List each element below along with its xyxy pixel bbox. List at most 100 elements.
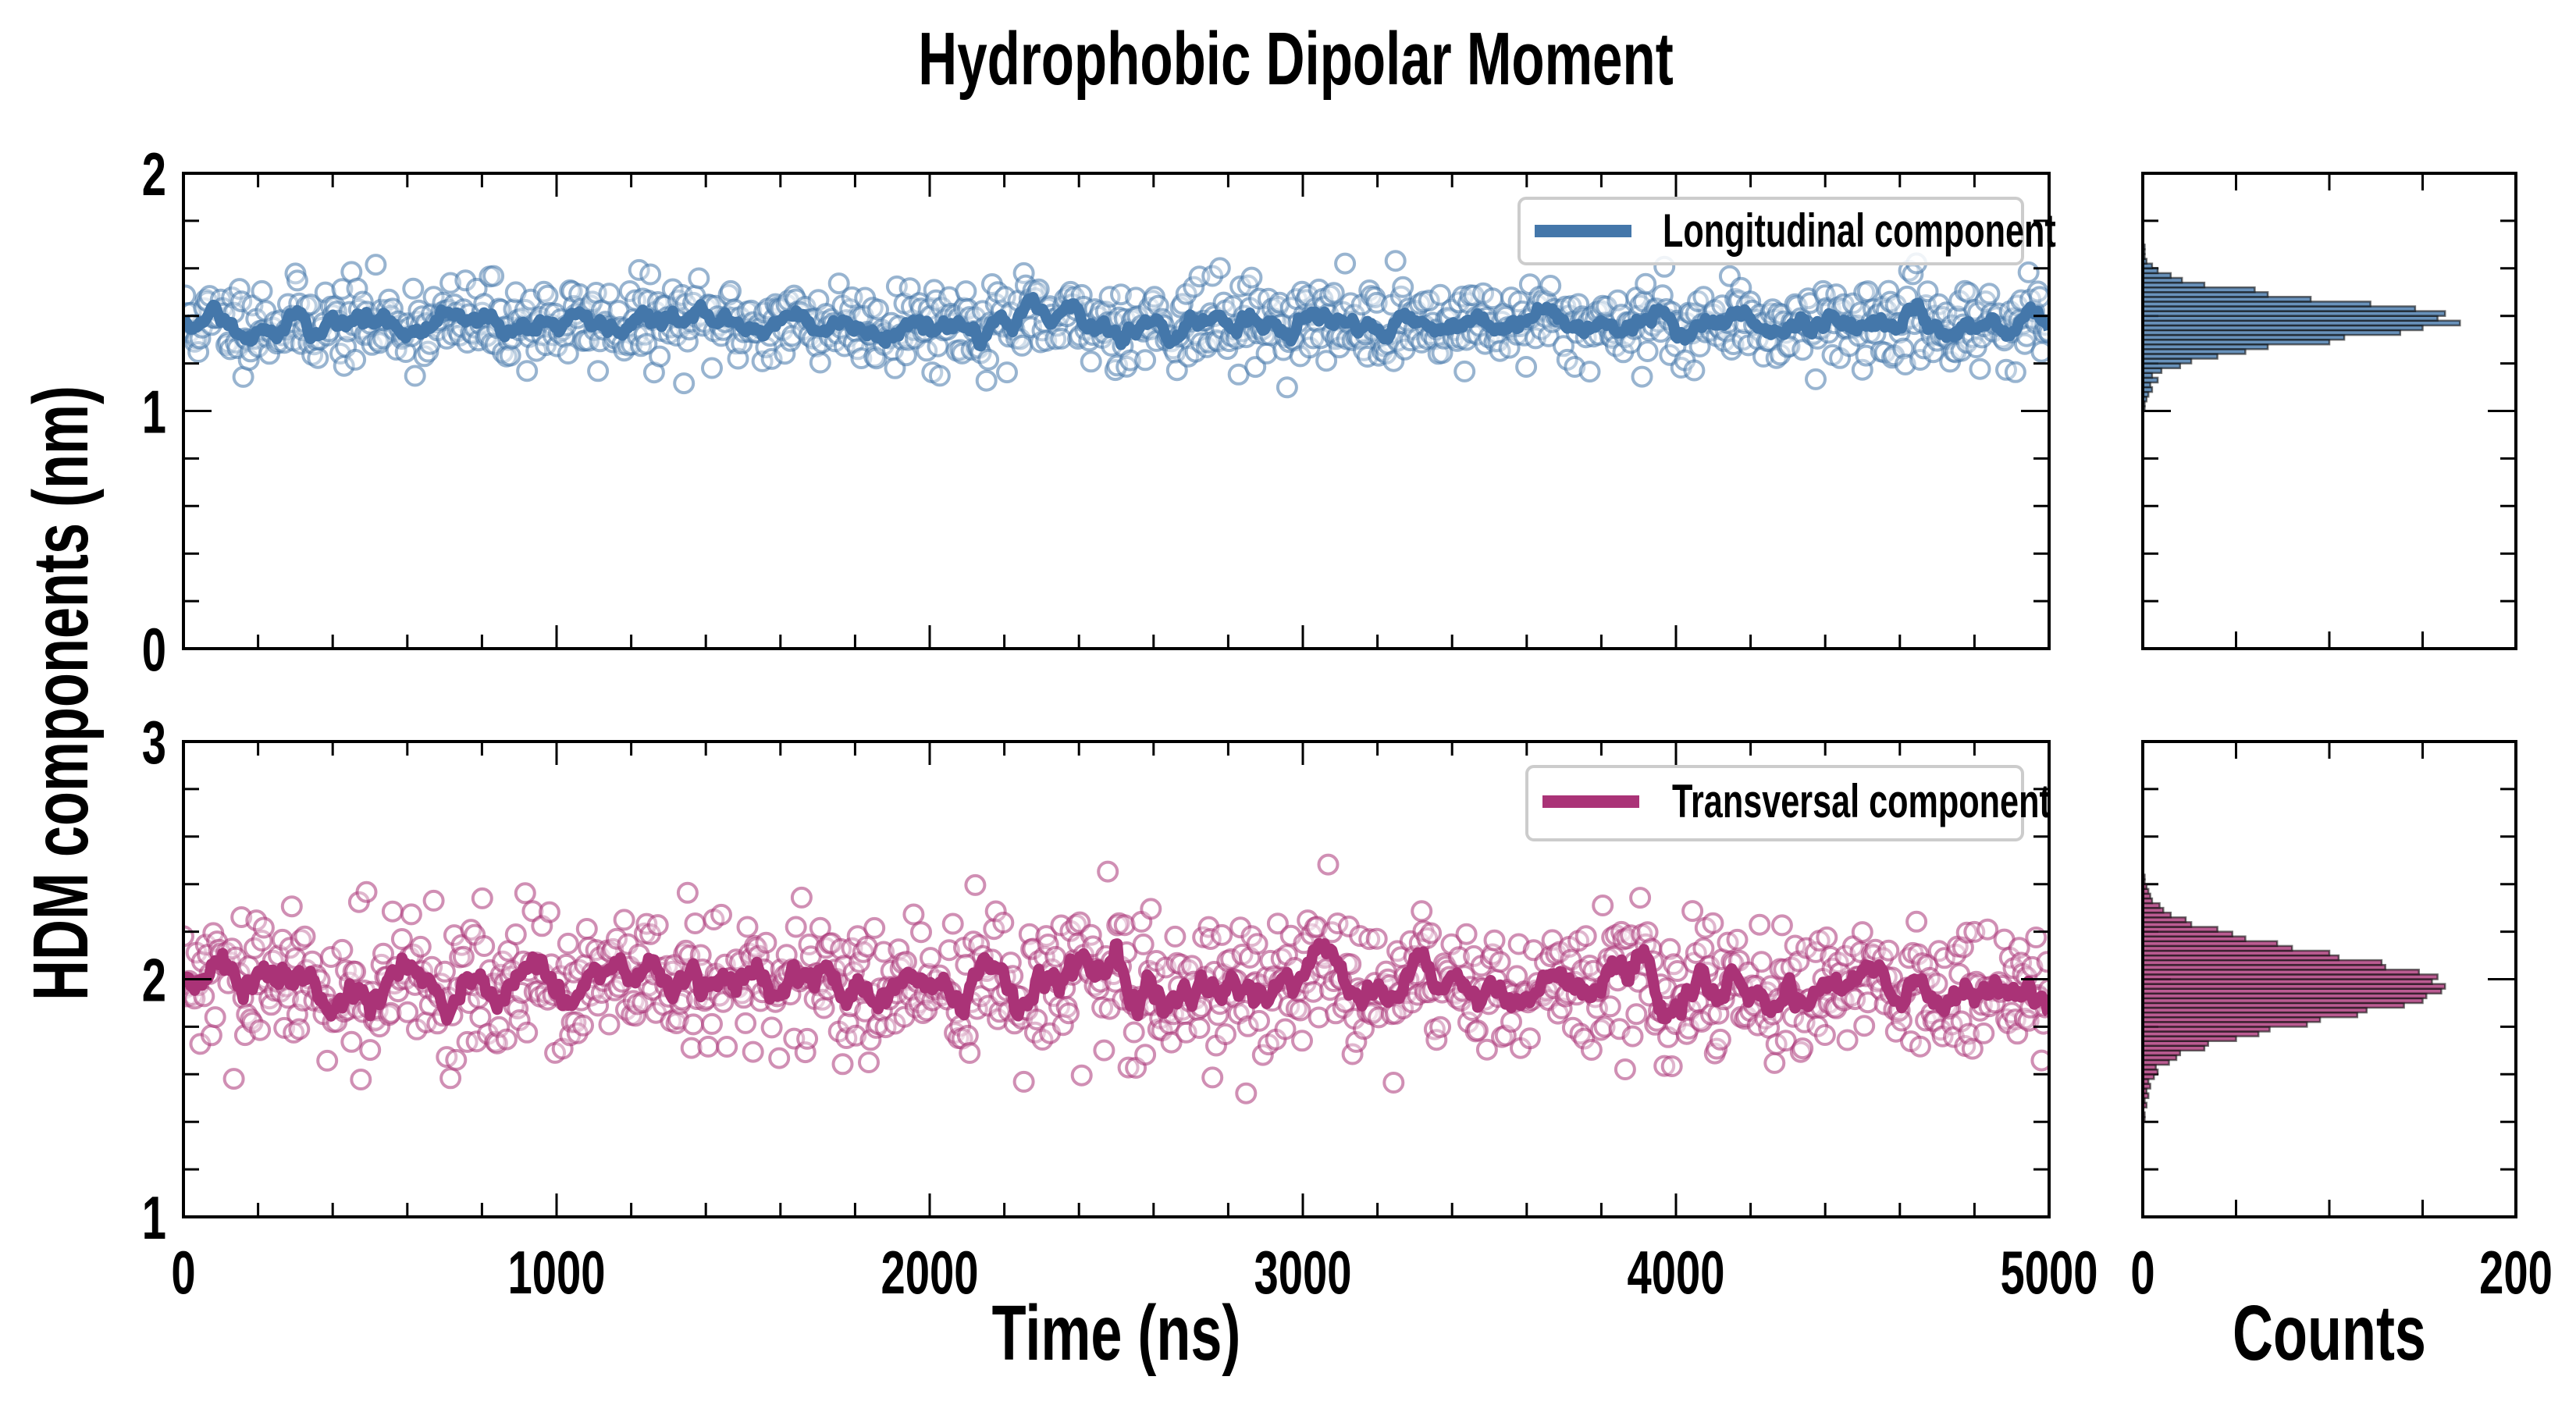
scatter-point	[249, 1019, 272, 1041]
scatter-point	[1805, 368, 1827, 390]
scatter-point	[1093, 1039, 1115, 1062]
x-tick-label-group: 5000	[2001, 1239, 2098, 1307]
x-tick-label: 0	[171, 1239, 195, 1307]
scatter-point	[1291, 1030, 1313, 1052]
scatter-point	[307, 347, 329, 369]
scatter-point	[1246, 933, 1268, 955]
scatter-point	[688, 267, 710, 290]
scatter-point	[1856, 280, 1879, 303]
scatter-point	[920, 947, 941, 969]
scatter-point	[755, 931, 777, 954]
scatter-point	[1692, 937, 1715, 959]
scatter-point	[331, 278, 354, 301]
scatter-point	[916, 340, 938, 362]
scatter-point	[716, 1036, 738, 1058]
scatter-point	[1240, 266, 1263, 289]
scatter-point	[1978, 283, 2001, 305]
scatter-point	[409, 935, 432, 958]
legend-longitudinal: Longitudinal component	[1517, 197, 2056, 265]
scatter-point	[720, 279, 742, 302]
scatter-point	[222, 1068, 245, 1090]
scatter-point	[742, 1040, 764, 1063]
scatter-point	[379, 1001, 402, 1024]
scatter-point	[344, 348, 367, 371]
scatter-point	[365, 254, 387, 276]
scatter-point	[1909, 1035, 1931, 1058]
legend-transversal: Transversal component	[1525, 765, 2051, 841]
hist-x-tick-label: 200	[2479, 1239, 2553, 1307]
scatter-point	[340, 1030, 363, 1053]
scatter-point	[1636, 340, 1659, 362]
scatter-point	[1289, 999, 1311, 1022]
scatter-point	[557, 932, 579, 955]
scatter-point	[1384, 250, 1407, 272]
scatter-point	[1244, 356, 1267, 379]
scatter-point	[710, 903, 732, 926]
scatter-point	[928, 365, 951, 387]
hist-x-tick-label: 0	[2130, 1239, 2154, 1307]
scatter-point	[422, 889, 445, 912]
chart-title: Hydrophobic Dipolar Moment	[918, 16, 1673, 101]
scatter-point	[902, 903, 925, 926]
scatter-point	[433, 960, 456, 983]
scatter-point	[910, 921, 932, 944]
scatter-point	[1058, 1002, 1080, 1025]
y-tick-label-group: 2	[142, 140, 166, 208]
scatter-point	[1629, 887, 1652, 909]
plot-area	[183, 853, 2049, 1104]
longitudinal-panel: 0 1 2	[142, 140, 2051, 684]
scatter-point	[1599, 995, 1621, 1018]
scatter-point	[344, 960, 367, 983]
scatter-point	[858, 1051, 880, 1073]
scatter-point	[575, 918, 598, 940]
scatter-point	[1580, 1039, 1603, 1061]
scatter-point	[1892, 337, 1915, 360]
scatter-point	[1851, 921, 1873, 944]
x-tick-label-group: 4000	[1628, 1239, 1725, 1307]
scatter-point	[735, 1012, 757, 1034]
scatter-point	[1070, 1064, 1093, 1087]
scatter-point	[1044, 945, 1067, 968]
scatter-point	[1211, 923, 1233, 946]
scatter-point	[1770, 914, 1793, 937]
scatter-point	[790, 886, 813, 909]
scatter-point	[452, 945, 475, 968]
scatter-point	[1660, 1055, 1683, 1077]
scatter-point	[1574, 925, 1597, 948]
y-tick-label-group: 3	[142, 709, 166, 777]
scatter-point	[1235, 1082, 1258, 1104]
scatter-point	[1969, 357, 1991, 380]
scatter-point	[1681, 900, 1704, 923]
scatter-point	[1489, 951, 1511, 973]
scatter-point	[402, 277, 425, 300]
scatter-point	[785, 916, 807, 938]
scatter-point	[587, 360, 610, 382]
scatter-point	[1683, 359, 1706, 382]
scatter-point	[504, 923, 527, 945]
y-tick-label-group: 1	[142, 1184, 166, 1252]
scatter-point	[1635, 272, 1657, 295]
scatter-point	[1334, 252, 1357, 275]
scatter-point	[1119, 349, 1141, 372]
scatter-point	[867, 298, 889, 321]
scatter-point	[1429, 283, 1452, 306]
scatter-point	[1625, 1003, 1648, 1026]
scatter-point	[288, 1018, 311, 1040]
scatter-point	[400, 903, 422, 926]
scatter-point	[628, 258, 650, 281]
scatter-point	[736, 916, 759, 938]
scatter-point	[1453, 360, 1476, 382]
y-axis-label: HDM components (nm)	[17, 386, 104, 1001]
scatter-point	[1276, 376, 1298, 399]
scatter-point	[959, 1042, 981, 1064]
scatter-point	[204, 1006, 226, 1029]
scatter-point	[280, 895, 303, 918]
scatter-point	[230, 290, 253, 313]
x-tick-label: 2000	[881, 1239, 979, 1307]
scatter-point	[1132, 933, 1155, 955]
scatter-point	[1274, 1018, 1297, 1040]
scatter-point	[1578, 361, 1601, 383]
scatter-point	[1201, 1066, 1224, 1089]
y-tick-label: 1	[142, 1184, 166, 1252]
